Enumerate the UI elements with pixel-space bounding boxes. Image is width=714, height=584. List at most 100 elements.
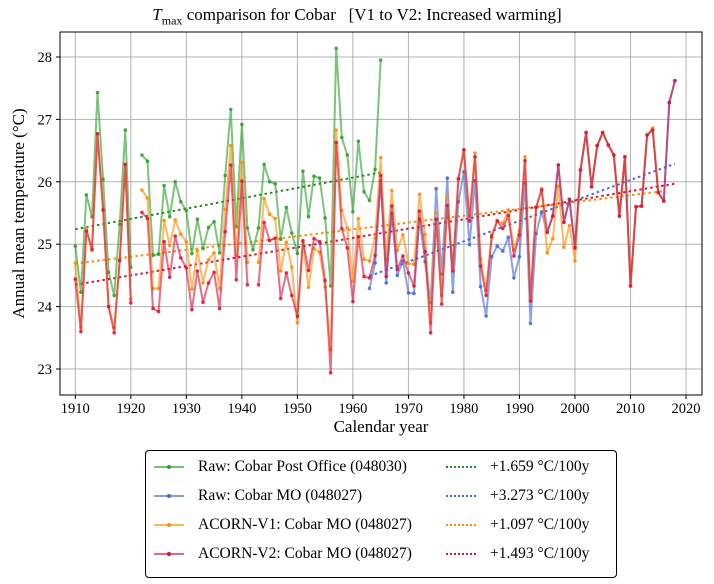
- data-point: [506, 235, 511, 240]
- legend-label: ACORN-V1: Cobar MO (048027): [198, 516, 412, 533]
- trend-line-1: [369, 162, 676, 277]
- data-point: [634, 205, 638, 209]
- legend-swatch-dotted: [446, 547, 476, 561]
- data-point: [179, 256, 183, 260]
- data-point: [551, 214, 555, 218]
- x-tick-label: 1990: [505, 401, 534, 417]
- data-point: [484, 293, 488, 298]
- legend-label: +1.493 °C/100y: [490, 545, 590, 562]
- data-point: [256, 260, 261, 265]
- data-point: [190, 287, 194, 291]
- data-point: [390, 188, 394, 193]
- data-point: [345, 153, 350, 157]
- data-point: [645, 133, 649, 137]
- data-point: [523, 155, 527, 159]
- data-point: [223, 229, 227, 234]
- data-point: [451, 269, 455, 273]
- data-point: [295, 314, 300, 319]
- data-point: [101, 208, 105, 212]
- data-point: [473, 151, 477, 155]
- legend-item-trend-v1: +1.097 °C/100y: [446, 514, 589, 536]
- data-point: [417, 209, 422, 213]
- data-point: [112, 331, 116, 335]
- axis-ticks: 1910 1920 1930 1940 1950 1960 1970 1980 1990 2000…: [38, 50, 701, 417]
- data-point: [212, 219, 216, 224]
- data-point: [240, 179, 244, 183]
- legend-swatch-dotted: [446, 489, 476, 503]
- data-point: [206, 225, 211, 230]
- legend: Raw: Cobar Post Office (048030) Raw: Cob…: [145, 450, 617, 578]
- data-point: [217, 306, 222, 311]
- data-point: [323, 216, 327, 220]
- data-point: [267, 212, 272, 216]
- data-point: [290, 293, 294, 298]
- data-point: [356, 234, 361, 239]
- y-tick-label: 25: [38, 237, 53, 253]
- data-point: [545, 230, 549, 235]
- data-point: [606, 143, 611, 147]
- data-point: [412, 284, 416, 288]
- data-point: [340, 226, 344, 231]
- data-point: [240, 122, 244, 127]
- data-point: [95, 90, 100, 95]
- data-point: [84, 229, 89, 233]
- data-point: [373, 167, 377, 172]
- legend-item-trend-v2: +1.493 °C/100y: [446, 543, 589, 565]
- x-axis-label: Calendar year: [334, 417, 429, 436]
- x-tick-label: 2000: [560, 401, 589, 417]
- data-point: [162, 183, 166, 188]
- data-point: [662, 199, 666, 203]
- data-point: [639, 204, 644, 208]
- data-point: [167, 214, 172, 219]
- data-point: [650, 128, 655, 132]
- data-point: [73, 261, 78, 265]
- data-point: [273, 216, 278, 221]
- chart-title: Tmax comparison for Cobar [V1 to V2: Inc…: [0, 5, 714, 28]
- data-point: [123, 162, 128, 167]
- legend-label: +1.659 °C/100y: [490, 458, 590, 475]
- data-point: [351, 299, 355, 304]
- legend-label: Raw: Cobar MO (048027): [198, 487, 363, 504]
- data-point: [123, 128, 128, 132]
- series-line-2: [141, 144, 249, 291]
- data-point: [473, 155, 477, 159]
- data-point: [356, 216, 361, 221]
- data-point: [390, 204, 394, 208]
- data-point: [551, 236, 555, 241]
- data-point: [501, 226, 505, 231]
- y-tick-label: 28: [38, 50, 53, 66]
- data-point: [401, 233, 405, 237]
- data-point: [545, 251, 549, 255]
- data-point: [167, 243, 172, 248]
- data-point: [467, 243, 472, 247]
- data-point: [206, 258, 211, 262]
- legend-item-trend-post-office: +1.659 °C/100y: [446, 456, 589, 478]
- data-point: [523, 158, 527, 163]
- data-point: [156, 309, 161, 314]
- data-point: [517, 254, 522, 259]
- y-tick-label: 27: [38, 112, 53, 128]
- data-point: [212, 270, 216, 275]
- title-text: comparison for Cobar [V1 to V2: Increase…: [182, 5, 562, 24]
- data-point: [90, 247, 94, 251]
- data-point: [140, 188, 144, 192]
- data-point: [334, 46, 339, 51]
- data-point: [73, 277, 78, 281]
- data-point: [317, 239, 322, 244]
- data-point: [573, 259, 577, 263]
- data-point: [234, 278, 239, 282]
- data-point: [378, 155, 383, 160]
- series-line-3: [141, 164, 249, 313]
- data-point: [179, 200, 183, 204]
- legend-item-trend-raw-mo: +3.273 °C/100y: [446, 485, 589, 507]
- x-tick-label: 1910: [61, 401, 90, 417]
- data-point: [356, 139, 361, 143]
- data-point: [162, 239, 166, 244]
- data-point: [79, 329, 83, 334]
- data-point: [229, 107, 233, 112]
- data-point: [373, 253, 377, 258]
- data-point: [467, 219, 472, 223]
- legend-label: ACORN-V2: Cobar MO (048027): [198, 545, 412, 562]
- y-tick-label: 23: [38, 362, 53, 378]
- data-point: [206, 281, 211, 285]
